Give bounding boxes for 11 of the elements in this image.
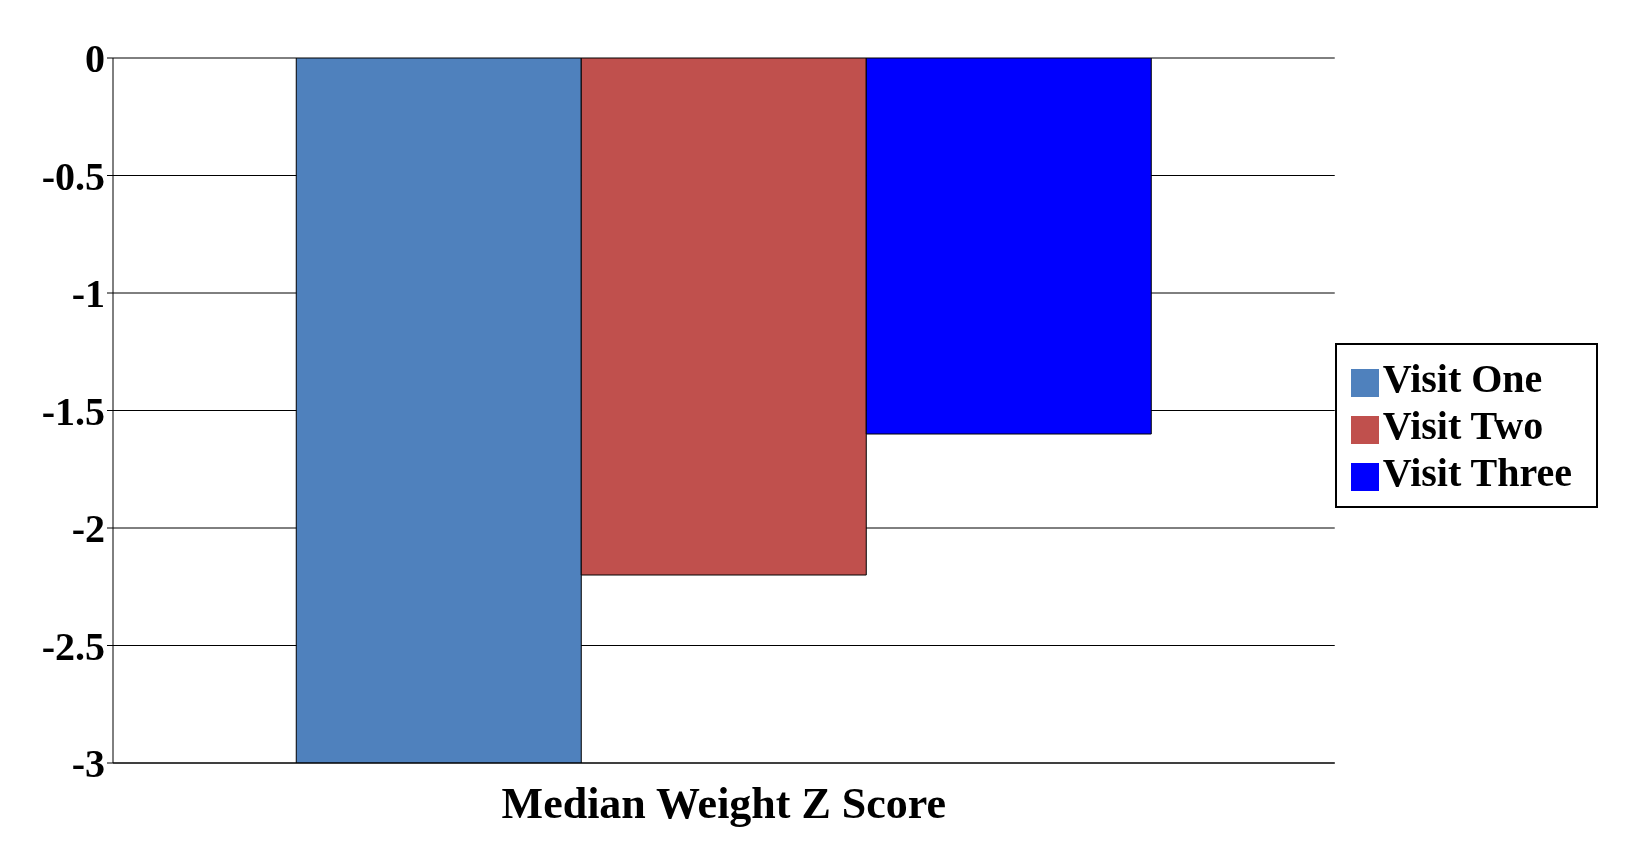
legend-label: Visit Two xyxy=(1382,403,1544,448)
y-tick-label: 0 xyxy=(85,36,105,82)
y-tick-label: -3 xyxy=(71,741,105,787)
y-tick-label: -2 xyxy=(71,506,105,552)
y-tick-label: -1 xyxy=(71,271,105,317)
legend-label: Visit Three xyxy=(1382,450,1572,495)
y-tick-label: -1.5 xyxy=(41,388,105,434)
legend-label: Visit One xyxy=(1382,356,1543,401)
y-tick-label: -0.5 xyxy=(41,153,105,199)
x-tick-label: Median Weight Z Score xyxy=(501,779,947,829)
y-tick-label: -2.5 xyxy=(41,623,105,669)
